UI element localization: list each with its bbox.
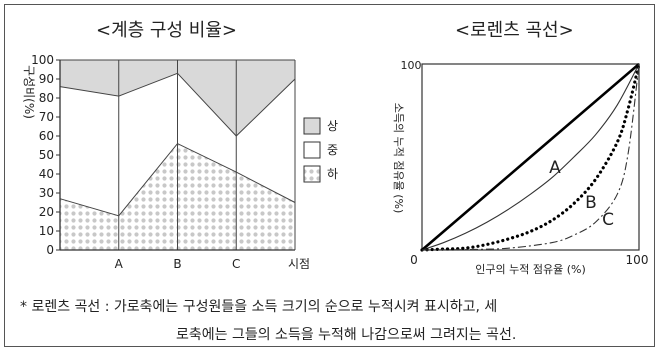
curve-label: A (549, 158, 561, 178)
legend-swatch (303, 117, 321, 135)
left-chart: 0 10 20 30 40 50 60 70 80 90 100 A B C 시점 구성비(%) 상중하 (22, 53, 338, 271)
lorenz-series-1 (421, 63, 640, 251)
x-tick-label: A (115, 257, 124, 271)
lorenz-series-4 (421, 63, 640, 251)
figure-frame (4, 4, 655, 347)
y-tick-label: 70 (39, 110, 54, 124)
y-tick-label: 40 (39, 167, 54, 181)
x-tick-label: B (173, 257, 181, 271)
lorenz-series-2 (421, 63, 640, 251)
y-tick-label: 10 (39, 224, 54, 238)
x-axis-label: 인구의 누적 점유율 (%) (475, 263, 585, 276)
right-chart: A BC 100 0 100 인구의 누적 점유율 (%) 소득의 누적 점유율 (%) (392, 59, 648, 276)
legend-label: 하 (327, 167, 338, 181)
plot-frame (421, 63, 640, 251)
y-tick-label: 80 (39, 91, 54, 105)
x-axis-label: 시점 (288, 257, 310, 271)
legend-swatch (303, 165, 321, 183)
right-chart-title: <로렌츠 곡선> (455, 20, 574, 41)
legend-label: 상 (327, 119, 338, 133)
y-top-label: 100 (401, 59, 422, 72)
note-line-1: * 로렌츠 곡선 : 가로축에는 구성원들을 소득 크기의 순으로 누적시켜 표… (20, 299, 498, 315)
y-tick-label: 90 (39, 72, 54, 86)
legend-swatch (303, 141, 321, 159)
origin-label: 0 (410, 253, 418, 267)
y-tick-label: 60 (39, 129, 54, 143)
x-end-label: 100 (626, 253, 649, 267)
lorenz-series-3 (420, 62, 641, 252)
y-tick-label: 20 (39, 205, 54, 219)
y-tick-label: 30 (39, 186, 54, 200)
note-line-2: 로축에는 그들의 소득을 누적해 나감으로써 그려지는 곡선. (176, 327, 517, 343)
y-axis-label: 소득의 누적 점유율 (%) (392, 103, 405, 213)
left-chart-title: <계층 구성 비율> (96, 20, 237, 41)
x-tick-label: C (232, 257, 240, 271)
curve-label: C (602, 210, 614, 230)
y-tick-label: 100 (31, 53, 54, 67)
legend-label: 중 (327, 143, 338, 157)
y-tick-label: 50 (39, 148, 54, 162)
curve-label: B (585, 193, 597, 213)
y-tick-label: 0 (46, 243, 54, 257)
y-axis-label: 구성비(%) (22, 65, 36, 119)
